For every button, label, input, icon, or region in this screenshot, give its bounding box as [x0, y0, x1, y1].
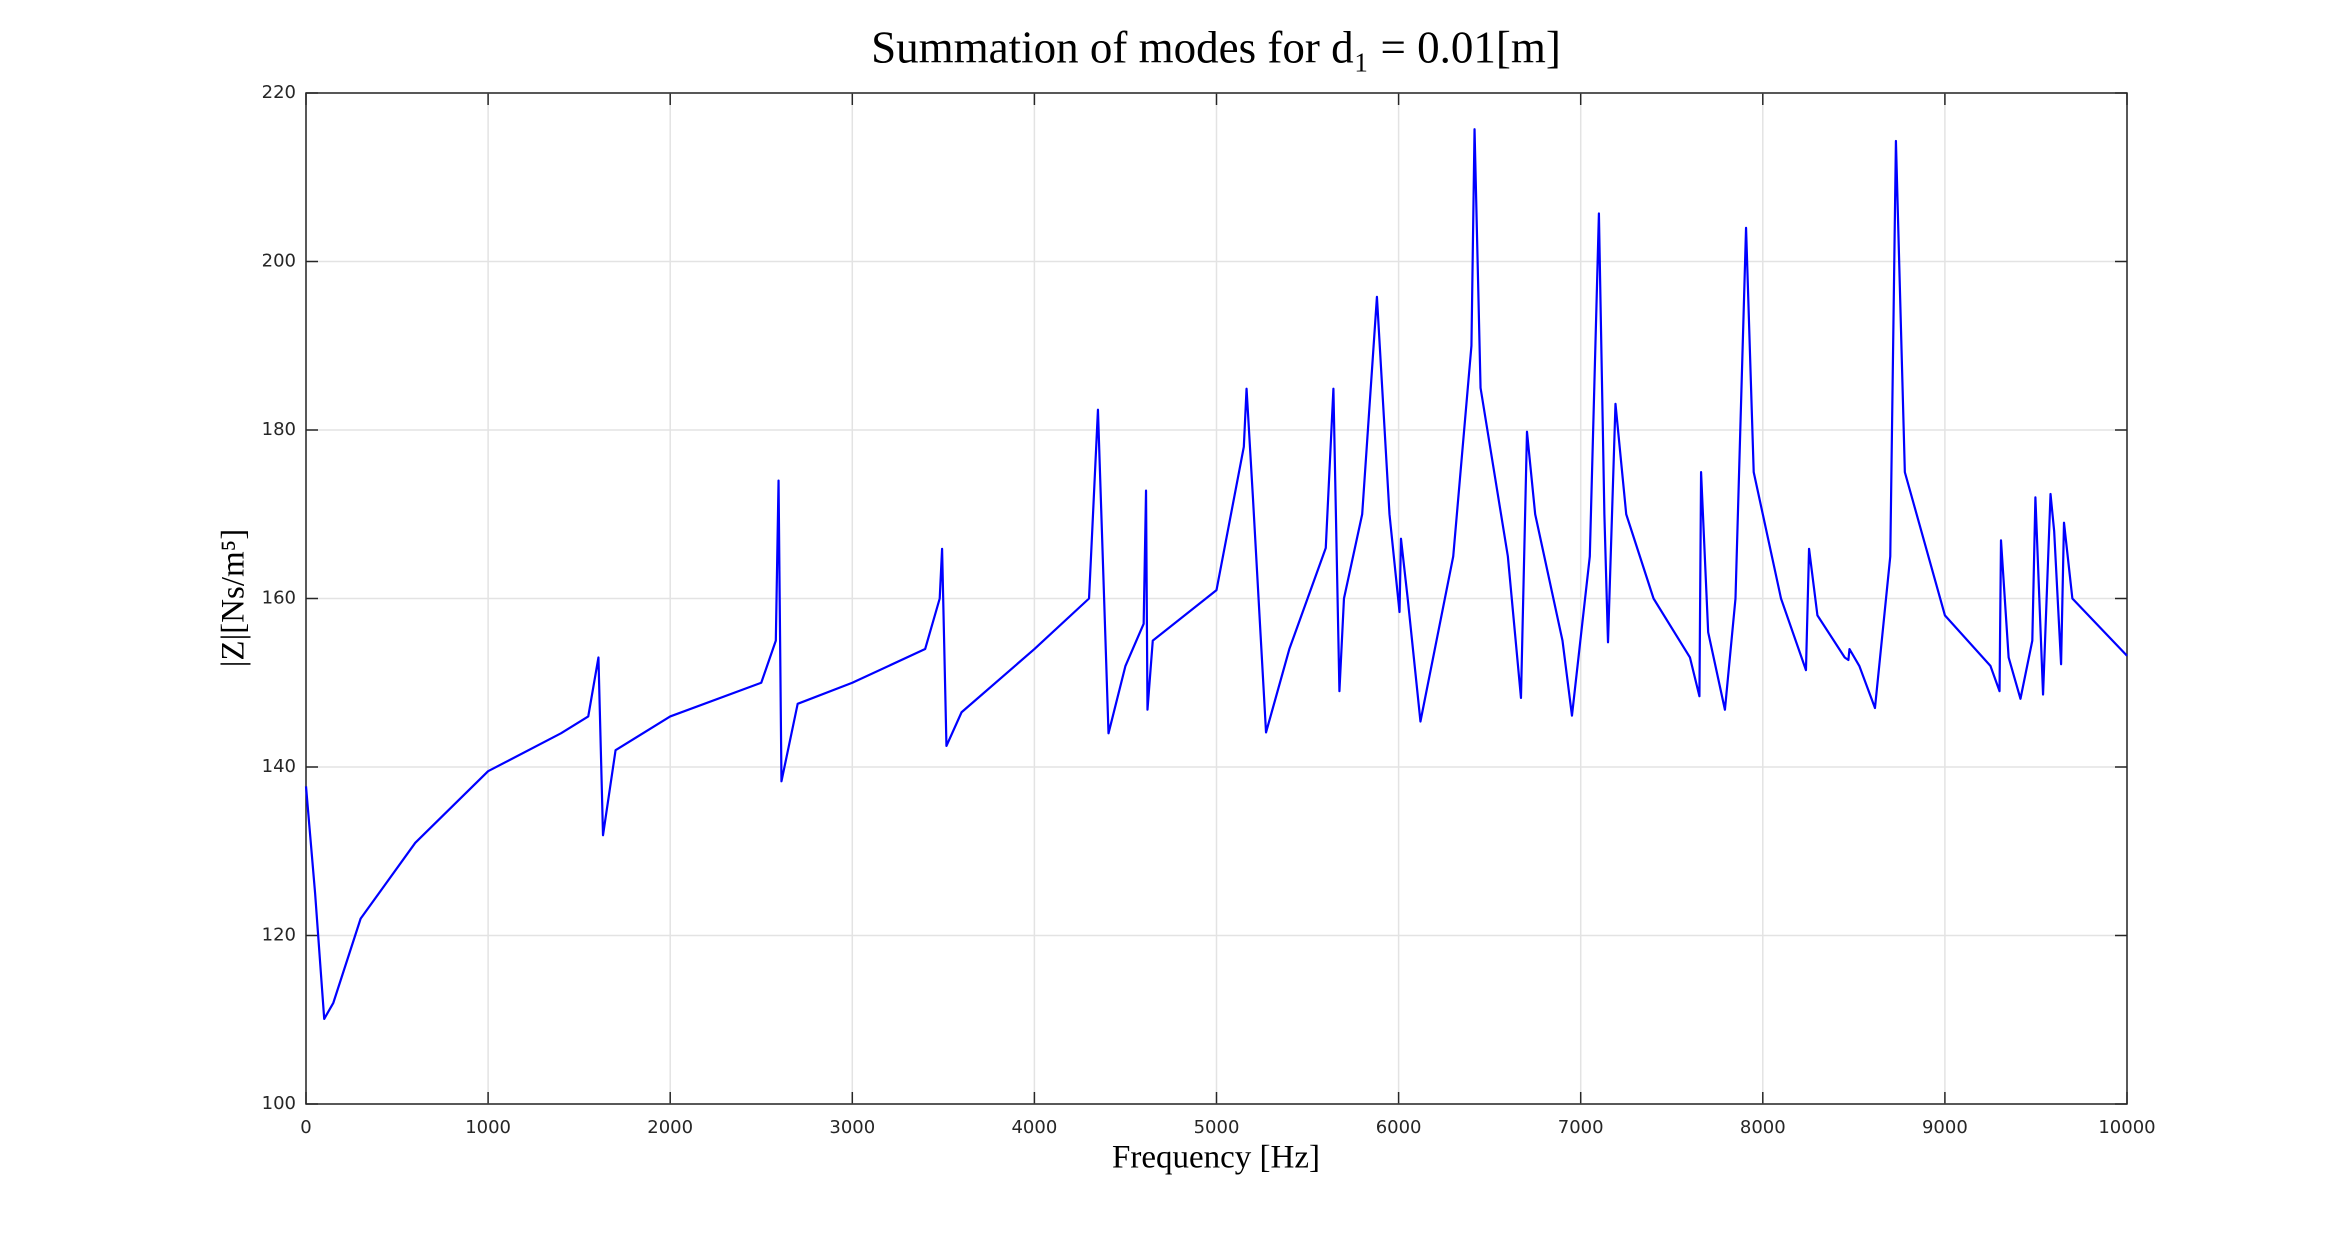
x-tick-label: 1000	[465, 1117, 511, 1138]
y-tick-label: 100	[262, 1093, 296, 1114]
chart-title: Summation of modes for d₁ = 0.01[m]	[871, 22, 1561, 72]
plot-frame	[305, 92, 2128, 1105]
y-tick-label: 120	[262, 925, 296, 946]
x-tick-label: 3000	[829, 1117, 875, 1138]
y-axis-label: |Z|[Ns/m⁵]	[216, 529, 252, 667]
y-tick-label: 200	[262, 251, 296, 272]
y-tick-label: 180	[262, 419, 296, 440]
y-tick-label: 220	[262, 82, 296, 103]
data-line	[304, 128, 2128, 1021]
x-tick-label: 2000	[647, 1117, 693, 1138]
x-tick-label: 6000	[1376, 1117, 1422, 1138]
x-axis-label: Frequency [Hz]	[1112, 1140, 1320, 1176]
x-tick-label: 8000	[1740, 1117, 1786, 1138]
y-tick-label: 160	[262, 588, 296, 609]
x-tick-label: 9000	[1922, 1117, 1968, 1138]
x-tick-label: 7000	[1558, 1117, 1604, 1138]
x-tick-label: 4000	[1011, 1117, 1057, 1138]
x-tick-label: 10000	[2098, 1117, 2155, 1138]
y-tick-label: 140	[262, 756, 296, 777]
x-tick-label: 0	[300, 1117, 311, 1138]
x-tick-label: 5000	[1194, 1117, 1240, 1138]
